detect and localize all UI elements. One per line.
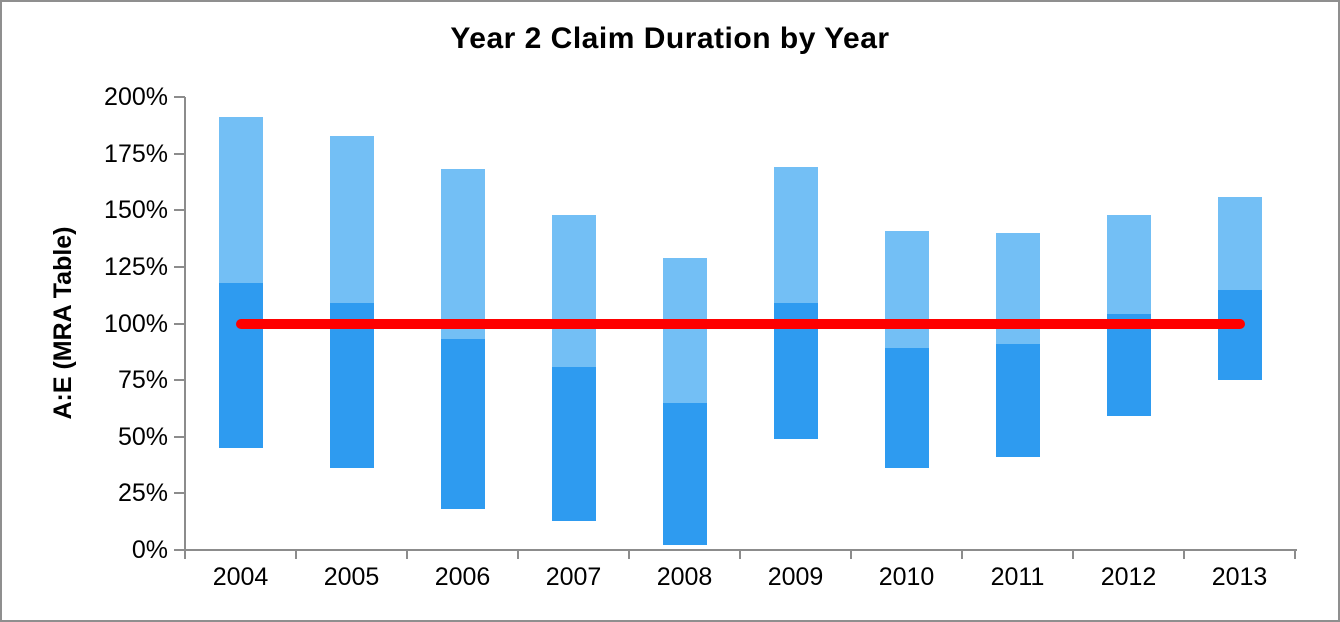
x-tick-mark	[1072, 550, 1074, 559]
x-tick-label: 2007	[545, 563, 602, 591]
x-tick-mark	[406, 550, 408, 559]
x-tick-label: 2012	[1100, 563, 1157, 591]
x-tick-mark	[1183, 550, 1185, 559]
x-tick-label: 2004	[212, 563, 269, 591]
bar-segment-dark	[551, 366, 596, 521]
y-tick-label: 100%	[104, 309, 168, 338]
y-tick-label: 175%	[104, 139, 168, 168]
bar-segment-light	[440, 169, 485, 340]
bar-segment-light	[551, 214, 596, 367]
bar-segment-dark	[440, 339, 485, 510]
y-tick-mark	[174, 209, 185, 212]
bar-segment-light	[884, 230, 929, 349]
x-tick-mark	[850, 550, 852, 559]
y-tick-label: 200%	[104, 83, 168, 111]
bar-segment-dark	[218, 282, 263, 449]
bar-segment-dark	[662, 402, 707, 546]
x-tick-mark	[1294, 550, 1296, 559]
x-tick-mark	[739, 550, 741, 559]
y-tick-mark	[174, 549, 185, 551]
bar-segment-dark	[884, 348, 929, 469]
bar-segment-dark	[329, 303, 374, 469]
x-tick-mark	[517, 550, 519, 559]
y-axis-line	[184, 97, 186, 552]
x-tick-label: 2008	[656, 563, 713, 591]
y-tick-mark	[174, 152, 185, 155]
y-tick-mark	[174, 379, 185, 382]
x-tick-mark	[184, 550, 186, 559]
y-tick-label: 75%	[117, 366, 168, 395]
bar-segment-light	[662, 257, 707, 403]
reference-line-100pct	[235, 318, 1245, 329]
bar-segment-light	[1106, 214, 1151, 315]
x-axis-line	[184, 549, 1297, 551]
x-tick-label: 2011	[990, 563, 1045, 591]
bar-segment-light	[773, 167, 818, 304]
bar-segment-light	[218, 117, 263, 283]
x-tick-mark	[628, 550, 630, 559]
y-tick-mark	[174, 435, 185, 438]
y-tick-mark	[174, 492, 185, 495]
bar-segment-light	[1217, 196, 1262, 290]
x-tick-label: 2005	[323, 563, 380, 591]
bar-segment-light	[329, 135, 374, 304]
y-tick-mark	[174, 265, 185, 268]
y-tick-mark	[174, 96, 185, 98]
x-tick-label: 2006	[434, 563, 491, 591]
bar-segment-dark	[1217, 289, 1262, 381]
bar-segment-dark	[1106, 314, 1151, 417]
y-tick-label: 150%	[104, 196, 168, 225]
x-tick-label: 2010	[878, 563, 935, 591]
y-tick-label: 25%	[117, 479, 168, 508]
bar-segment-dark	[995, 343, 1040, 458]
y-tick-label: 50%	[117, 422, 168, 451]
chart-title: Year 2 Claim Duration by Year	[450, 22, 890, 55]
x-tick-mark	[295, 550, 297, 559]
y-tick-label: 0%	[131, 536, 168, 564]
x-tick-mark	[961, 550, 963, 559]
x-tick-label: 2009	[767, 563, 824, 591]
y-tick-label: 125%	[104, 252, 168, 281]
x-tick-label: 2013	[1211, 563, 1268, 591]
y-tick-mark	[174, 322, 185, 325]
